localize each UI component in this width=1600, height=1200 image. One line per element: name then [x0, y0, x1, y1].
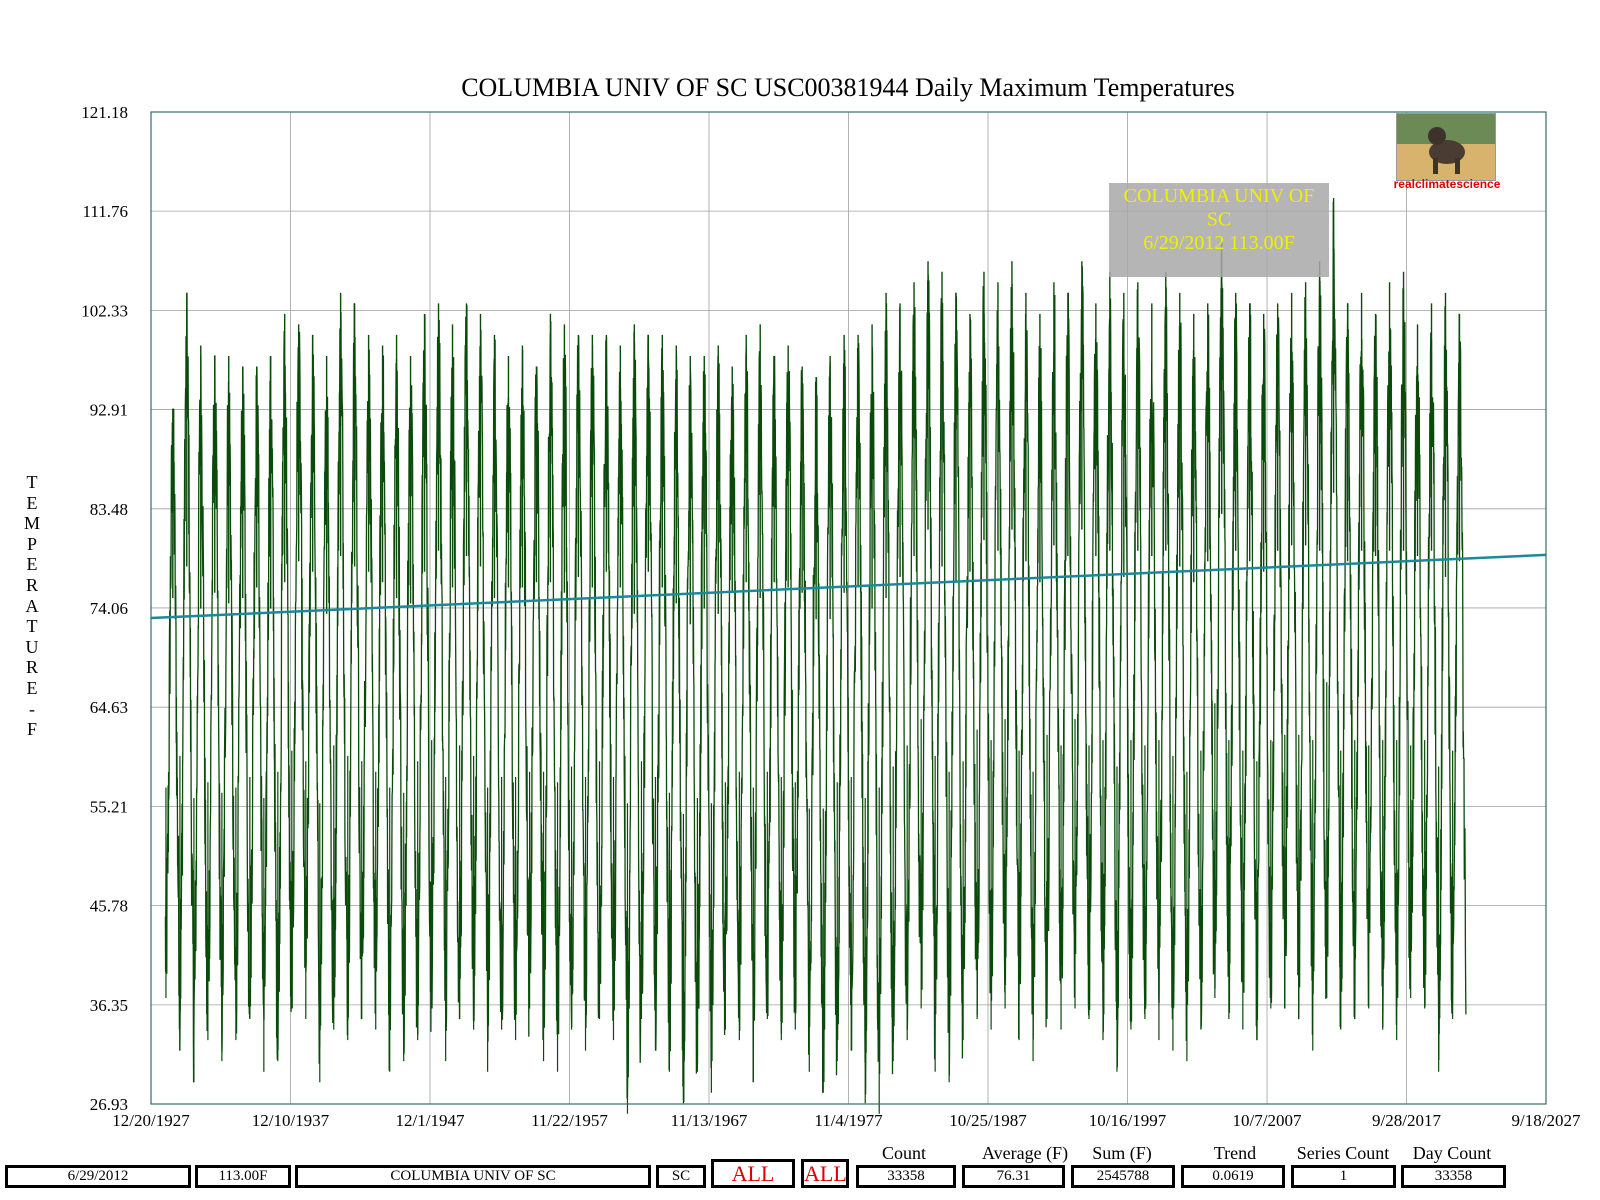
- y-tick-label: 92.91: [90, 401, 128, 420]
- all-button-2[interactable]: ALL: [801, 1159, 849, 1188]
- stat-label-count: Count: [881, 1143, 926, 1163]
- footer-date-field[interactable]: 6/29/2012: [5, 1165, 191, 1188]
- trend-line-group: [150, 553, 1546, 620]
- annotation-line: COLUMBIA UNIV OF: [1124, 185, 1315, 207]
- footer-station-field[interactable]: COLUMBIA UNIV OF SC: [295, 1165, 651, 1188]
- x-tick-label: 12/10/1937: [252, 1111, 330, 1130]
- series-daily-max: [164, 198, 1467, 1114]
- stat-label-trend: Trend: [1213, 1143, 1257, 1163]
- y-tick-label: 26.93: [90, 1095, 128, 1114]
- stat-day-count-value: 33358: [1401, 1165, 1506, 1188]
- y-tick-label: 102.33: [81, 301, 128, 320]
- y-tick-label: 121.18: [81, 103, 128, 122]
- y-tick-label: 111.76: [83, 202, 129, 221]
- chart-title: COLUMBIA UNIV OF SC USC00381944 Daily Ma…: [461, 73, 1235, 102]
- y-tick-label: 64.63: [90, 698, 128, 717]
- y-tick-labels: 121.18 111.76 102.33 92.91 83.48 74.06 64.63 55…: [81, 103, 128, 1114]
- footer-state-field[interactable]: SC: [656, 1165, 706, 1188]
- x-tick-label: 11/13/1967: [671, 1111, 748, 1130]
- x-tick-labels: 12/20/1927 12/10/1937 12/1/1947 11/22/1957 1…: [112, 1111, 1581, 1130]
- stat-count-value: 33358: [856, 1165, 956, 1188]
- stat-label-sum: Sum (F): [1092, 1143, 1152, 1163]
- y-tick-label: 36.35: [90, 996, 128, 1015]
- annotation-line: 6/29/2012 113.00F: [1143, 232, 1295, 254]
- x-tick-label: 12/1/1947: [396, 1111, 465, 1130]
- dog-photo-icon: [1396, 113, 1496, 181]
- y-tick-label: 55.21: [90, 797, 128, 816]
- stat-label-average: Average (F): [981, 1143, 1069, 1163]
- x-tick-label: 9/18/2027: [1512, 1111, 1581, 1130]
- stat-average-value: 76.31: [962, 1165, 1065, 1188]
- x-tick-label: 9/28/2017: [1372, 1111, 1441, 1130]
- x-tick-label: 10/16/1997: [1089, 1111, 1167, 1130]
- y-tick-label: 45.78: [90, 897, 128, 916]
- logo-label: realclimatescience: [1393, 177, 1501, 191]
- all-button-1[interactable]: ALL: [711, 1159, 795, 1188]
- footer-value-field[interactable]: 113.00F: [195, 1165, 291, 1188]
- y-tick-label: 74.06: [90, 599, 128, 618]
- x-tick-label: 10/7/2007: [1233, 1111, 1302, 1130]
- stat-sum-value: 2545788: [1071, 1165, 1175, 1188]
- plot-frame: [150, 111, 1547, 1105]
- trend-line: [150, 553, 1546, 620]
- stat-label-series-count: Series Count: [1296, 1143, 1390, 1163]
- stat-series-count-value: 1: [1291, 1165, 1396, 1188]
- x-tick-label: 10/25/1987: [949, 1111, 1027, 1130]
- stat-label-day-count: Day Count: [1412, 1143, 1492, 1163]
- stat-trend-value: 0.0619: [1181, 1165, 1285, 1188]
- annotation-bg: [1109, 183, 1329, 277]
- annotation-line: SC: [1207, 209, 1231, 231]
- x-tick-label: 12/20/1927: [112, 1111, 190, 1130]
- series-line: [164, 201, 1467, 1103]
- x-tick-label: 11/4/1977: [814, 1111, 883, 1130]
- x-tick-label: 11/22/1957: [531, 1111, 608, 1130]
- y-tick-label: 83.48: [90, 500, 128, 519]
